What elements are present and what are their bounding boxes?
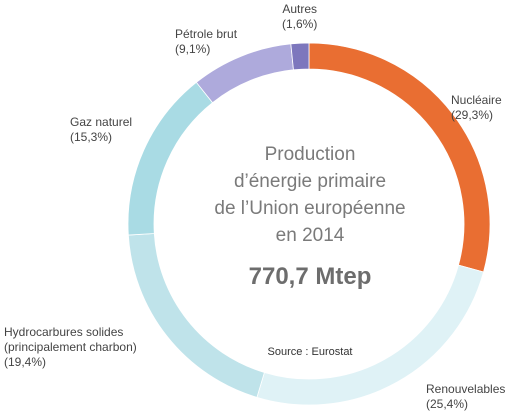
label-nucleaire-value: (29,3%) [451, 108, 494, 122]
label-autres-value: (1,6%) [282, 17, 318, 31]
label-hydrocarbures-subname: (principalement charbon) [4, 340, 137, 354]
donut-slices [127, 42, 491, 406]
slice-5 [290, 42, 310, 71]
chart-title-line-4: en 2014 [275, 225, 345, 246]
label-petrole-brut-value: (9,1%) [175, 42, 211, 56]
label-nucleaire-name: Nucléaire [451, 93, 502, 107]
label-petrole-brut-name: Pétrole brut [175, 27, 238, 41]
label-autres-name: Autres [282, 2, 318, 16]
label-hydrocarbures-name: Hydrocarbures solides [4, 325, 124, 339]
label-petrole-brut: Pétrole brut (9,1%) [175, 27, 237, 57]
label-gaz-naturel: Gaz naturel (15,3%) [70, 115, 132, 145]
label-renouvelables-name: Renouvelables [426, 382, 506, 396]
label-renouvelables: Renouvelables (25,4%) [426, 382, 505, 412]
label-hydrocarbures-value: (19,4%) [4, 355, 47, 369]
chart-title-line-2: d’énergie primaire [233, 171, 387, 192]
chart-title-line-3: de l’Union européenne [214, 198, 406, 219]
label-autres: Autres (1,6%) [282, 2, 317, 32]
label-hydrocarbures: Hydrocarbures solides (principalement ch… [4, 325, 137, 370]
label-nucleaire: Nucléaire (29,3%) [451, 93, 502, 123]
slice-2 [127, 233, 265, 398]
chart-title: Production d’énergie primaire de l’Union… [160, 141, 460, 249]
label-gaz-naturel-name: Gaz naturel [70, 115, 133, 129]
chart-title-line-1: Production [264, 144, 356, 165]
label-renouvelables-value: (25,4%) [426, 397, 469, 411]
total-value: 770,7 Mtep [248, 263, 372, 290]
source-note: Source : Eurostat [267, 346, 353, 358]
label-gaz-naturel-value: (15,3%) [70, 130, 113, 144]
